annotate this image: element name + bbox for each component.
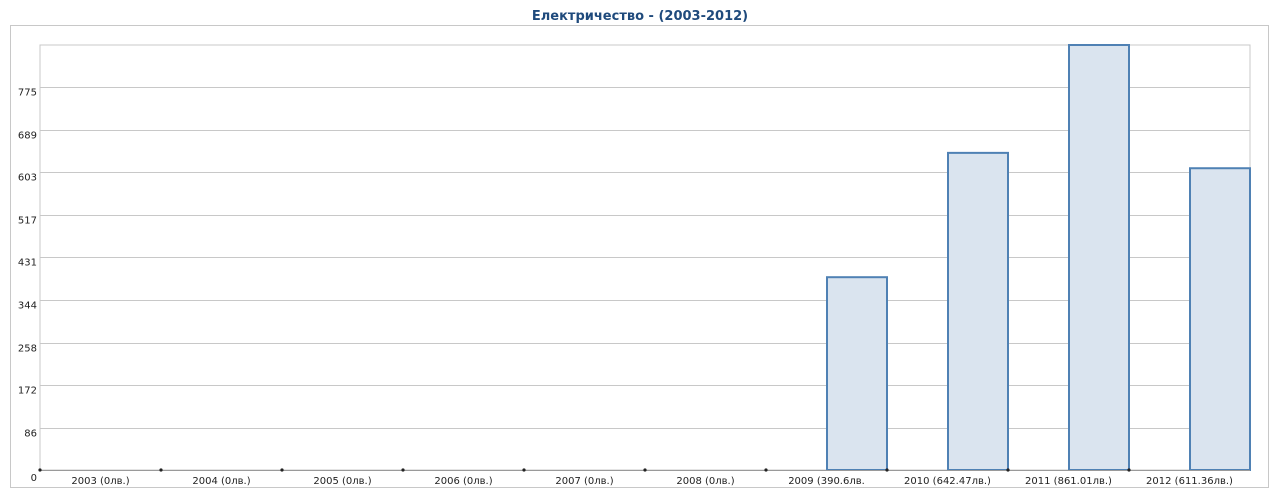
x-tick-mark <box>159 468 163 472</box>
x-tick-label: 2009 (390.6лв. <box>788 476 865 487</box>
x-tick-label: 2003 (0лв.) <box>71 476 129 487</box>
x-tick-label: 2008 (0лв.) <box>676 476 734 487</box>
y-tick-label: 517 <box>18 216 37 227</box>
y-tick-label: 0 <box>31 473 37 484</box>
x-tick-mark <box>764 468 768 472</box>
chart-title: Електричество - (2003-2012) <box>531 9 749 24</box>
y-tick-label: 172 <box>18 386 37 397</box>
y-tick-label: 603 <box>18 173 37 184</box>
axes <box>38 468 1250 472</box>
y-tick-label: 344 <box>18 301 37 312</box>
x-tick-label: 2005 (0лв.) <box>313 476 371 487</box>
x-tick-label: 2011 (861.01лв.) <box>1025 476 1112 487</box>
x-tick-mark <box>1006 468 1010 472</box>
bar <box>1189 167 1251 471</box>
x-tick-mark <box>643 468 647 472</box>
grid-lines <box>39 44 1251 471</box>
chart-frame <box>10 25 1269 488</box>
x-tick-mark <box>401 468 405 472</box>
bars <box>826 44 1251 471</box>
x-tick-mark <box>885 468 889 472</box>
y-tick-label: 775 <box>18 88 37 99</box>
x-tick-label: 2012 (611.36лв.) <box>1146 476 1233 487</box>
x-tick-label: 2010 (642.47лв.) <box>904 476 991 487</box>
x-tick-label: 2004 (0лв.) <box>192 476 250 487</box>
y-tick-label: 431 <box>18 258 37 269</box>
x-tick-label: 2006 (0лв.) <box>434 476 492 487</box>
x-tick-labels: 2003 (0лв.) 2004 (0лв.) 2005 (0лв.) 2006 (0… <box>71 476 1233 487</box>
bar <box>826 276 888 471</box>
y-tick-labels: 0 86 172 258 344 431 517 603 689 775 <box>18 88 37 485</box>
bar <box>1068 44 1130 471</box>
x-tick-mark <box>1127 468 1131 472</box>
x-tick-mark <box>522 468 526 472</box>
x-tick-mark <box>280 468 284 472</box>
x-tick-mark <box>38 468 42 472</box>
y-tick-label: 86 <box>24 429 37 440</box>
bar <box>947 151 1009 471</box>
y-tick-label: 689 <box>18 131 37 142</box>
y-tick-label: 258 <box>18 344 37 355</box>
x-tick-label: 2007 (0лв.) <box>555 476 613 487</box>
